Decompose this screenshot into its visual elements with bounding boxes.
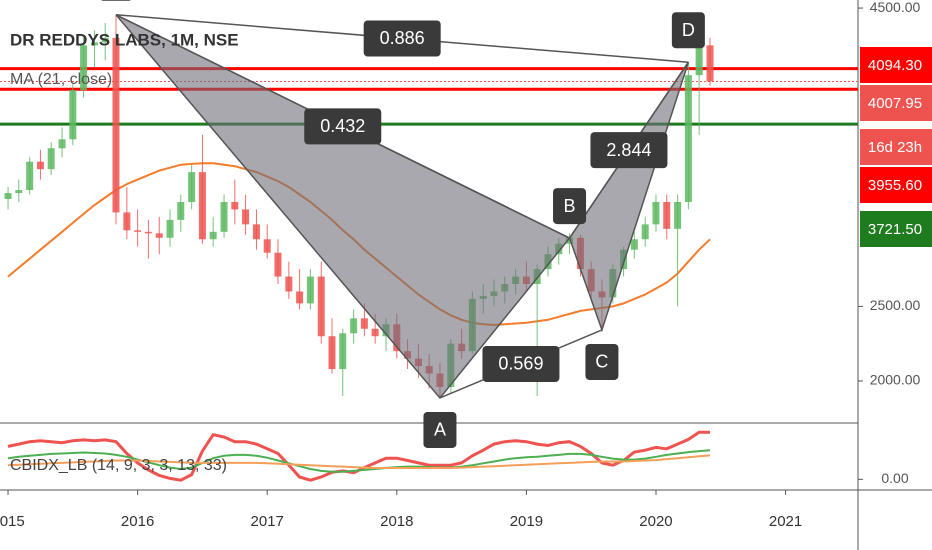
- candle-body: [220, 201, 228, 232]
- candle-body: [80, 45, 88, 91]
- pattern-ratio: 0.569: [498, 354, 543, 374]
- indicator-line: [7, 454, 711, 469]
- pattern-ratio: 0.886: [380, 28, 425, 48]
- pattern-point-label-box: [671, 12, 705, 49]
- candle-body: [684, 75, 692, 202]
- candle-body: [155, 233, 163, 238]
- candle-body: [231, 201, 239, 210]
- pattern-point-label-box: [423, 411, 457, 448]
- x-tick-label: 2019: [510, 513, 543, 530]
- candle-body: [144, 231, 152, 234]
- candle-body: [58, 139, 66, 149]
- candle-body: [90, 42, 98, 46]
- candle-body: [112, 37, 120, 213]
- x-tick-label: 2020: [639, 513, 672, 530]
- pattern-point-label: A: [434, 420, 446, 440]
- candle-body: [252, 224, 260, 240]
- pattern-point-label-box: [585, 343, 619, 380]
- candle-body: [306, 276, 314, 304]
- candle-body: [123, 212, 131, 231]
- x-tick-label: 2015: [0, 513, 25, 530]
- pattern-ratio-box: [304, 108, 382, 145]
- countdown-box: [860, 129, 932, 165]
- x-tick-label: 2016: [121, 513, 154, 530]
- candle-body: [274, 252, 282, 277]
- y-tick-label: 2500.00: [870, 297, 921, 313]
- pattern-ratio-box: [590, 132, 668, 169]
- candle-body: [177, 201, 185, 220]
- x-tick-label: 2017: [251, 513, 284, 530]
- countdown: 16d 23h: [868, 139, 922, 156]
- price-label-box: [860, 167, 932, 203]
- x-tick-label: 2018: [380, 513, 413, 530]
- price-label: 4007.95: [868, 95, 922, 112]
- candle-body: [630, 239, 638, 250]
- y-tick-label: 4500.00: [870, 0, 921, 15]
- candle-body: [566, 237, 574, 244]
- price-label: 3721.50: [868, 221, 922, 238]
- candle-body: [101, 37, 109, 43]
- pattern-point-label: B: [564, 196, 576, 216]
- pattern-ratio: 2.844: [606, 140, 651, 160]
- indicator-line: [7, 449, 711, 473]
- pattern-ratio-box: [363, 20, 441, 57]
- candle-body: [360, 318, 368, 329]
- indicator-y-tick-label: 0.00: [881, 470, 908, 486]
- candle-body: [209, 231, 217, 240]
- candle-body: [69, 90, 77, 140]
- candle-body: [166, 219, 174, 238]
- candle-body: [285, 276, 293, 292]
- candle-body: [695, 45, 703, 76]
- candle-body: [339, 333, 347, 370]
- ma-legend: MA (21, close): [10, 71, 112, 88]
- price-label: 4094.30: [868, 57, 922, 74]
- candle-body: [134, 230, 142, 232]
- candle-body: [263, 239, 271, 253]
- candle-body: [242, 209, 250, 225]
- y-tick-label: 2000.00: [870, 372, 921, 388]
- chart-title: DR REDDYS LABS, 1M, NSE: [10, 30, 239, 49]
- candle-body: [663, 201, 671, 229]
- pattern-point-label-box: [553, 188, 587, 225]
- candle-body: [317, 276, 325, 337]
- price-label-box: [860, 211, 932, 247]
- pattern-point-label-box: [101, 0, 131, 1]
- candle-body: [328, 336, 336, 370]
- candle-body: [674, 201, 682, 229]
- candle-body: [652, 201, 660, 225]
- candle-body: [371, 328, 379, 337]
- price-label-box: [860, 47, 932, 83]
- candle-body: [26, 161, 34, 191]
- indicator-legend: CBIDX_LB (14, 9, 3, 3, 13, 33): [10, 457, 227, 474]
- pattern-point-label: C: [595, 352, 608, 372]
- candle-body: [641, 224, 649, 240]
- pattern-point-label: D: [682, 20, 695, 40]
- candle-body: [188, 172, 196, 202]
- candle-body: [47, 148, 55, 170]
- price-label-box: [860, 85, 932, 121]
- pattern-ratio-box: [482, 345, 560, 382]
- candle-body: [296, 291, 304, 304]
- candle-body: [36, 161, 44, 170]
- candle-body: [4, 193, 12, 199]
- candle-body: [198, 172, 206, 240]
- pattern-ratio: 0.432: [320, 116, 365, 136]
- candle-body: [706, 45, 714, 82]
- price-label: 3955.60: [868, 177, 922, 194]
- x-tick-label: 2021: [769, 513, 802, 530]
- candle-body: [350, 318, 358, 334]
- candle-body: [15, 190, 23, 194]
